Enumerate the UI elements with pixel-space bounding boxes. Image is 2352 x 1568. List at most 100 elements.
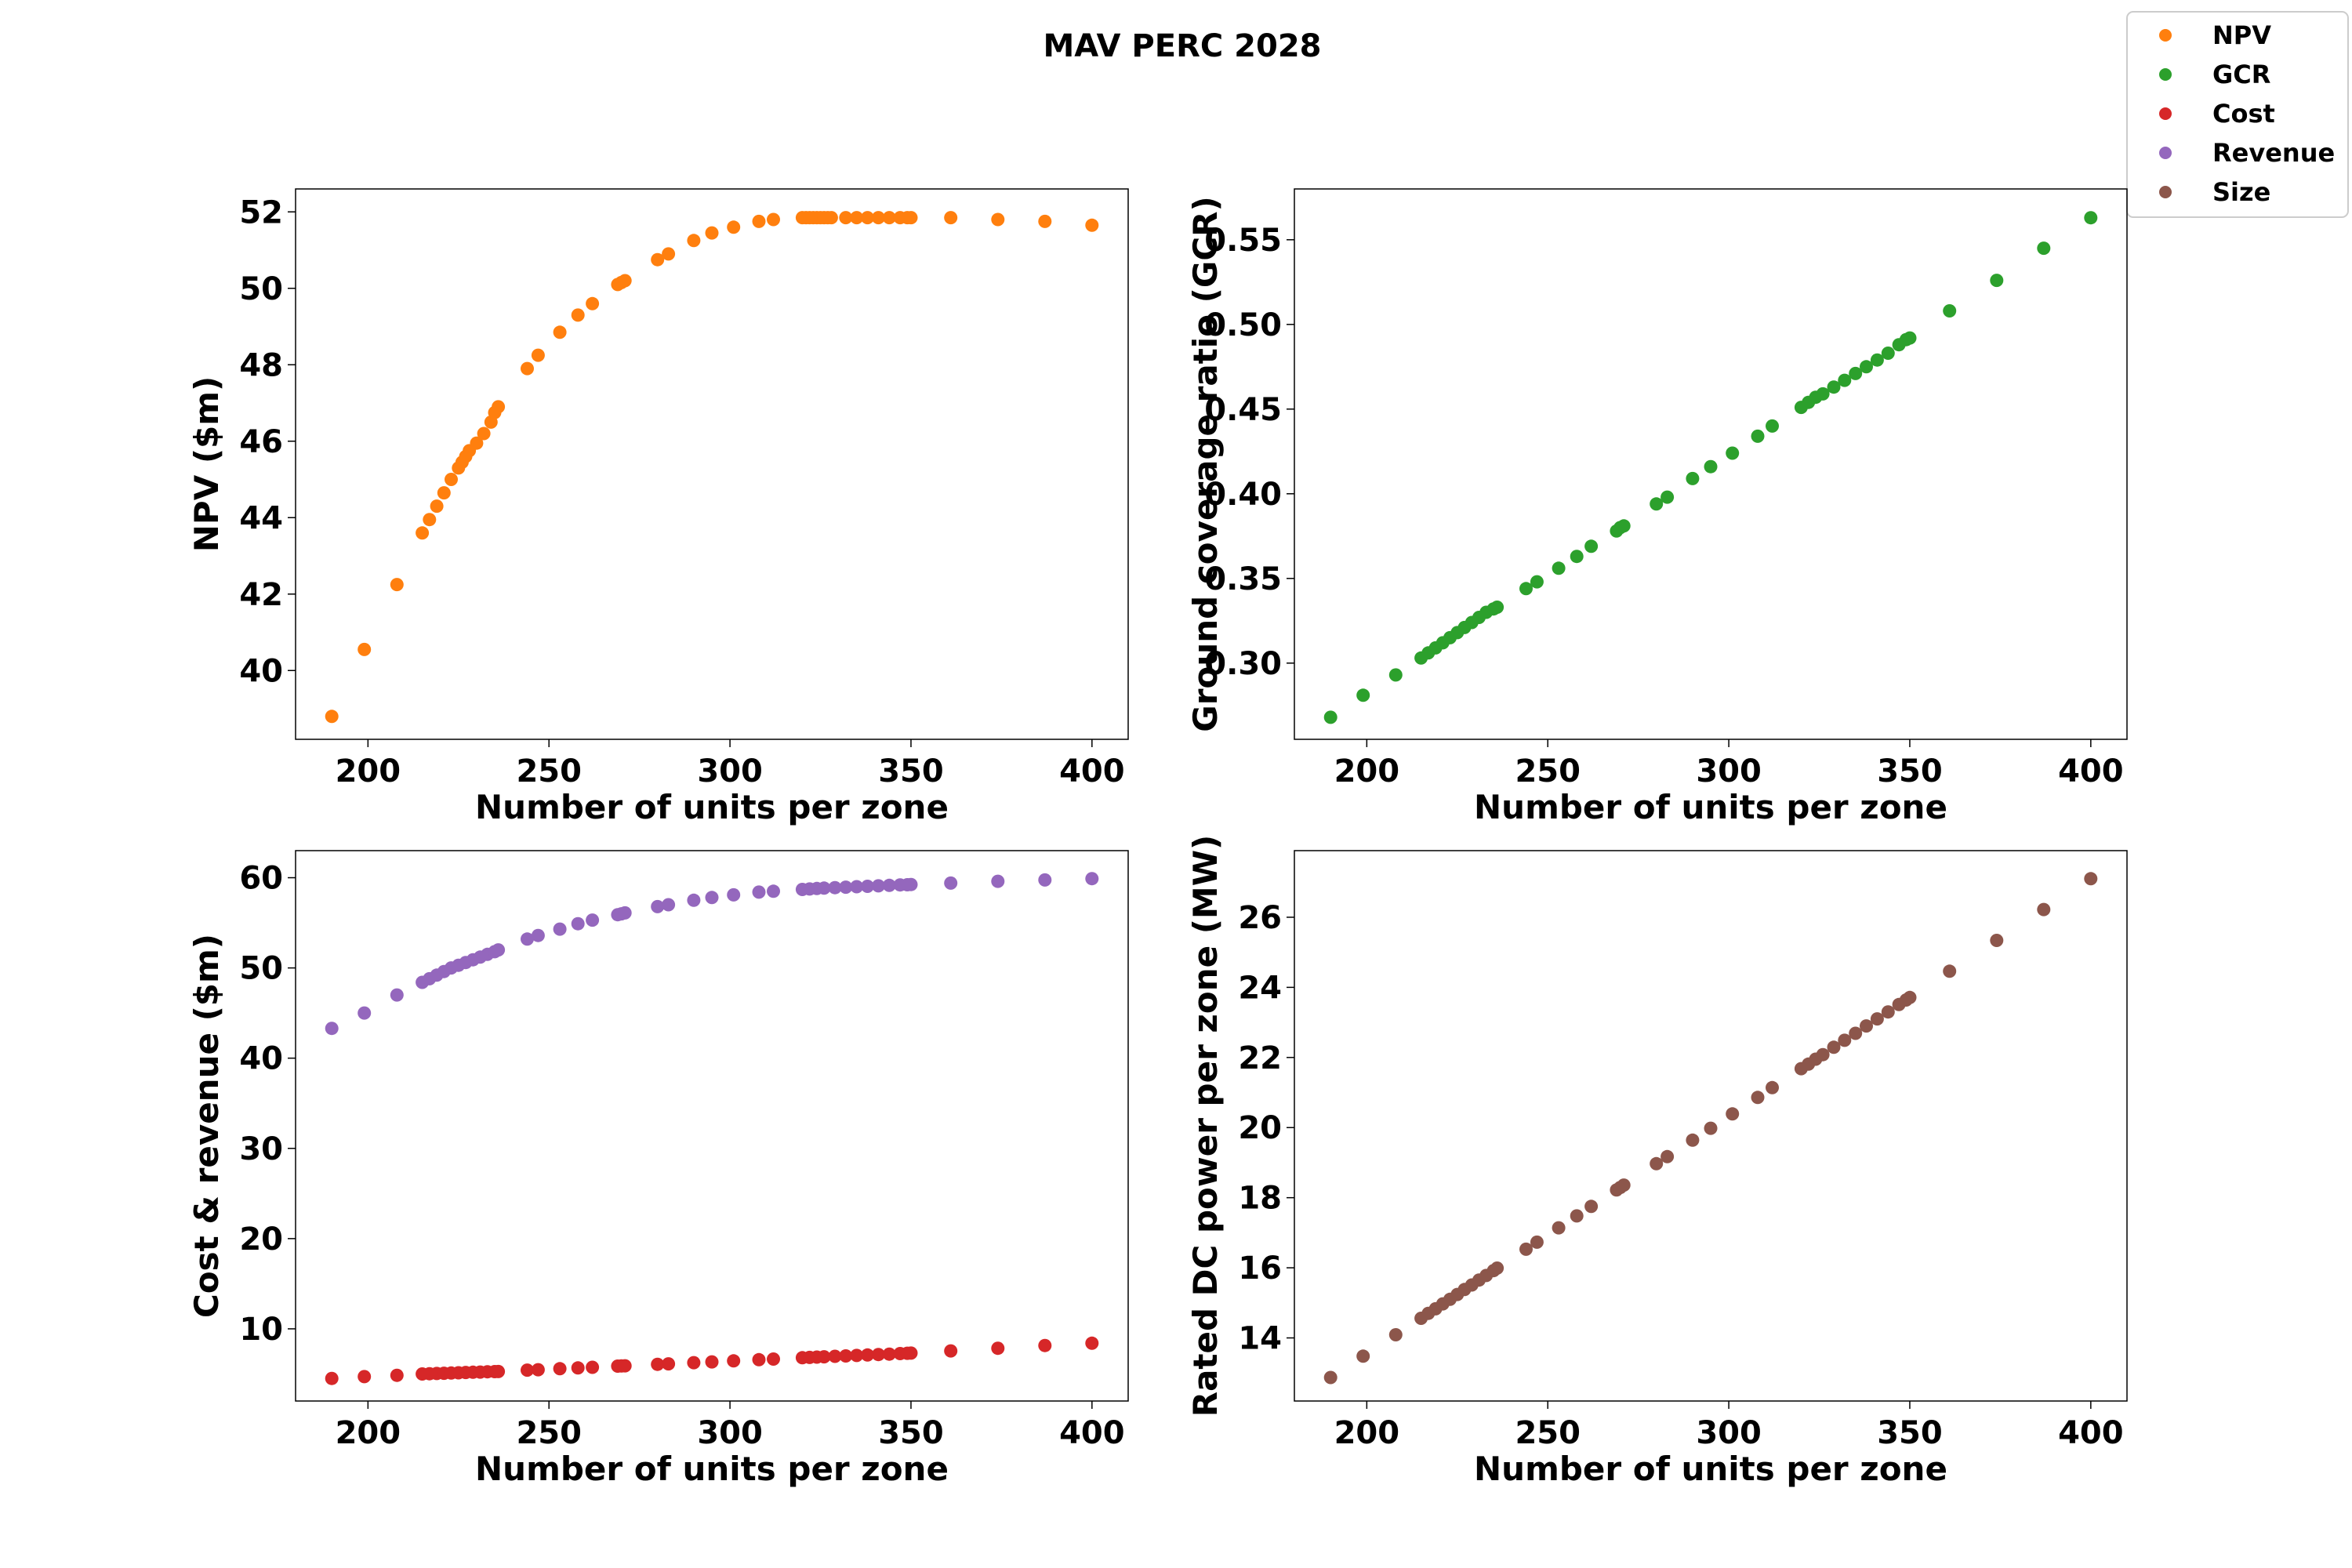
x-tick-label: 200 (1334, 1415, 1400, 1451)
revenue-point (904, 877, 918, 891)
x-tick-label: 400 (1059, 1415, 1125, 1451)
npv-point (944, 211, 958, 225)
gcr-x-axis-label: Number of units per zone (1474, 788, 1947, 826)
revenue-point (325, 1022, 339, 1036)
npv-point (521, 361, 534, 376)
cost-point (850, 1348, 864, 1363)
x-tick-label: 300 (1696, 1415, 1762, 1451)
revenue-point (531, 928, 545, 942)
revenue-point (828, 880, 842, 895)
cost-revenue-y-axis: 10 20 30 40 50 60 (239, 861, 296, 1348)
x-tick-label: 250 (1515, 753, 1581, 789)
gcr-point (1570, 550, 1584, 564)
size-x-axis: 200 250 300 350 400 (1334, 1401, 2124, 1451)
npv-point (586, 296, 600, 310)
npv-point (423, 513, 437, 527)
y-tick-label: 0.45 (1204, 392, 1282, 428)
gcr-point (1990, 274, 2004, 288)
size-point (1552, 1221, 1566, 1235)
x-tick-label: 350 (878, 1415, 944, 1451)
y-tick-label: 60 (239, 861, 283, 897)
npv-point (871, 211, 885, 225)
gcr-y-axis-label: Ground coverage ratio (GCR) (1186, 196, 1225, 731)
gcr-point (2037, 241, 2051, 256)
revenue-point (390, 988, 404, 1002)
cost-point (651, 1357, 665, 1371)
npv-x-axis: 200 250 300 350 400 (336, 739, 1125, 789)
cost-point (531, 1363, 545, 1377)
npv-panel: 200 250 300 350 400 40 42 44 46 48 50 52 Number of… (187, 188, 1129, 826)
y-tick-label: 52 (239, 194, 283, 230)
revenue-point (727, 887, 741, 902)
gcr-point (1849, 366, 1863, 380)
legend-frame (2126, 11, 2349, 218)
npv-point (662, 247, 676, 261)
npv-y-axis: 40 42 44 46 48 50 52 (239, 194, 296, 689)
size-point (1650, 1156, 1664, 1171)
npv-point (850, 211, 864, 225)
gcr-panel: 200 250 300 350 400 0.30 0.35 0.40 0.45 0.50 0.55… (1186, 188, 2128, 826)
y-tick-label: 40 (239, 1041, 283, 1077)
size-point (1870, 1012, 1884, 1026)
gcr-point (1686, 471, 1700, 485)
x-tick-label: 400 (2058, 1415, 2124, 1451)
gcr-point (1943, 304, 1957, 318)
npv-data-points (325, 211, 1099, 724)
cost-point (882, 1347, 896, 1361)
x-tick-label: 250 (1515, 1415, 1581, 1451)
cost-point (390, 1368, 404, 1382)
cost-revenue-x-axis: 200 250 300 350 400 (336, 1401, 1125, 1451)
cost-point (571, 1361, 585, 1375)
gcr-point (1490, 601, 1504, 614)
legend-label-cost: Cost (2212, 99, 2275, 129)
npv-point (882, 211, 896, 225)
cost-point (944, 1344, 958, 1358)
revenue-point (991, 874, 1005, 888)
cost-point (828, 1349, 842, 1363)
size-x-axis-label: Number of units per zone (1474, 1450, 1947, 1488)
npv-point (651, 252, 665, 267)
size-point (1388, 1328, 1403, 1341)
y-tick-label: 18 (1238, 1181, 1282, 1217)
cost-point (1085, 1336, 1099, 1350)
gcr-plot-frame (1294, 188, 2128, 740)
y-tick-label: 10 (239, 1312, 283, 1348)
size-panel: 200 250 300 350 400 14 16 18 20 22 24 26 Number of… (1186, 835, 2128, 1488)
cost-revenue-panel: 200 250 300 350 400 10 20 30 40 50 60 Number of u… (187, 850, 1129, 1488)
x-tick-label: 200 (336, 753, 401, 789)
npv-point (767, 212, 780, 227)
npv-x-axis-label: Number of units per zone (475, 788, 949, 826)
revenue-point (571, 916, 585, 931)
legend: NPV GCR Cost Revenue Size (2126, 11, 2349, 218)
x-tick-label: 400 (2058, 753, 2124, 789)
npv-point (492, 400, 506, 414)
revenue-point (752, 885, 766, 899)
gcr-point (1704, 459, 1718, 474)
cost-point (586, 1360, 600, 1374)
cost-revenue-data-points (325, 872, 1099, 1385)
gcr-point (1766, 419, 1779, 433)
size-point (1990, 934, 2004, 947)
cost-revenue-plot-frame (295, 850, 1129, 1402)
legend-marker-cost (2159, 107, 2172, 120)
figure-title: MAV PERC 2028 (1044, 28, 1322, 64)
npv-plot-frame (295, 188, 1129, 740)
gcr-point (1827, 380, 1841, 394)
x-tick-label: 300 (1696, 753, 1762, 789)
y-tick-label: 0.40 (1204, 477, 1282, 513)
gcr-point (1388, 668, 1403, 682)
legend-marker-revenue (2159, 147, 2172, 159)
size-point (1903, 990, 1917, 1004)
cost-point (839, 1349, 853, 1363)
size-point (1570, 1209, 1584, 1223)
cost-point (358, 1370, 372, 1384)
size-point (1519, 1242, 1533, 1256)
size-point (1827, 1040, 1841, 1054)
y-tick-label: 22 (1238, 1040, 1282, 1076)
revenue-point (586, 913, 600, 927)
legend-label-gcr: GCR (2212, 60, 2270, 89)
x-tick-label: 350 (1877, 1415, 1943, 1451)
gcr-point (1519, 582, 1533, 596)
size-point (1881, 1005, 1895, 1019)
gcr-data-points (1323, 211, 2098, 724)
